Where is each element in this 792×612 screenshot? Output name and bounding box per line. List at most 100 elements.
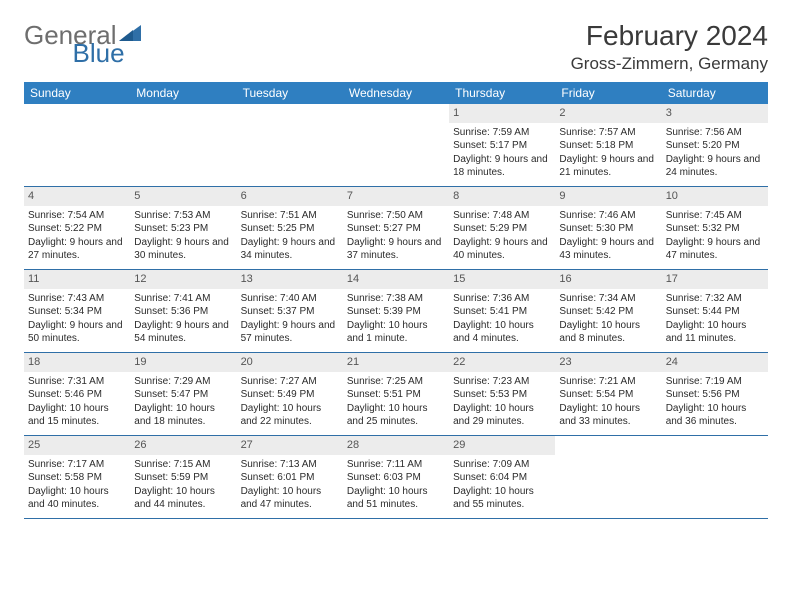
day-number: 23	[555, 353, 661, 372]
day-header-thursday: Thursday	[449, 82, 555, 104]
day-number: 22	[449, 353, 555, 372]
day-info: Sunrise: 7:31 AMSunset: 5:46 PMDaylight:…	[26, 375, 128, 429]
day-info: Sunrise: 7:32 AMSunset: 5:44 PMDaylight:…	[664, 292, 766, 346]
day-cell: 12Sunrise: 7:41 AMSunset: 5:36 PMDayligh…	[130, 270, 236, 352]
day-cell: 17 Sunrise: 7:32 AMSunset: 5:44 PMDayligh…	[662, 270, 768, 352]
day-cell: 29 Sunrise: 7:09 AMSunset: 6:04 PMDayligh…	[449, 436, 555, 518]
logo: General Blue	[24, 20, 173, 51]
day-cell: 20 Sunrise: 7:27 AMSunset: 5:49 PMDayligh…	[237, 353, 343, 435]
week-row: 11 Sunrise: 7:43 AMSunset: 5:34 PMDayligh…	[24, 270, 768, 353]
day-cell: 18Sunrise: 7:31 AMSunset: 5:46 PMDayligh…	[24, 353, 130, 435]
week-row: 1 Sunrise: 7:59 AMSunset: 5:17 PMDaylight…	[24, 104, 768, 187]
day-cell: 26 Sunrise: 7:15 AMSunset: 5:59 PMDayligh…	[130, 436, 236, 518]
week-row: 25Sunrise: 7:17 AMSunset: 5:58 PMDayligh…	[24, 436, 768, 519]
day-cell: 27Sunrise: 7:13 AMSunset: 6:01 PMDayligh…	[237, 436, 343, 518]
day-number: 16	[555, 270, 661, 289]
day-cell: 3 Sunrise: 7:56 AMSunset: 5:20 PMDaylight…	[662, 104, 768, 186]
day-info: Sunrise: 7:53 AMSunset: 5:23 PMDaylight:…	[132, 209, 234, 263]
day-info: Sunrise: 7:25 AMSunset: 5:51 PMDaylight:…	[345, 375, 447, 429]
day-info: Sunrise: 7:40 AMSunset: 5:37 PMDaylight:…	[239, 292, 341, 346]
day-number: 10	[662, 187, 768, 206]
day-header-monday: Monday	[130, 82, 236, 104]
month-title: February 2024	[571, 20, 768, 52]
day-cell	[130, 104, 236, 186]
day-cell: 16 Sunrise: 7:34 AMSunset: 5:42 PMDayligh…	[555, 270, 661, 352]
day-info: Sunrise: 7:29 AMSunset: 5:47 PMDaylight:…	[132, 375, 234, 429]
day-cell: 23 Sunrise: 7:21 AMSunset: 5:54 PMDayligh…	[555, 353, 661, 435]
day-cell: 28 Sunrise: 7:11 AMSunset: 6:03 PMDayligh…	[343, 436, 449, 518]
day-cell: 14 Sunrise: 7:38 AMSunset: 5:39 PMDayligh…	[343, 270, 449, 352]
day-number: 19	[130, 353, 236, 372]
day-cell: 4 Sunrise: 7:54 AMSunset: 5:22 PMDaylight…	[24, 187, 130, 269]
day-info: Sunrise: 7:15 AMSunset: 5:59 PMDaylight:…	[132, 458, 234, 512]
day-number: 20	[237, 353, 343, 372]
day-header-saturday: Saturday	[662, 82, 768, 104]
day-info: Sunrise: 7:50 AMSunset: 5:27 PMDaylight:…	[345, 209, 447, 263]
day-number: 15	[449, 270, 555, 289]
day-info: Sunrise: 7:43 AMSunset: 5:34 PMDaylight:…	[26, 292, 128, 346]
day-number: 11	[24, 270, 130, 289]
day-number: 13	[237, 270, 343, 289]
day-cell	[24, 104, 130, 186]
day-number: 5	[130, 187, 236, 206]
day-cell: 25Sunrise: 7:17 AMSunset: 5:58 PMDayligh…	[24, 436, 130, 518]
day-info: Sunrise: 7:48 AMSunset: 5:29 PMDaylight:…	[451, 209, 553, 263]
day-number: 7	[343, 187, 449, 206]
day-number: 3	[662, 104, 768, 123]
day-number: 28	[343, 436, 449, 455]
day-info: Sunrise: 7:56 AMSunset: 5:20 PMDaylight:…	[664, 126, 766, 180]
day-info: Sunrise: 7:27 AMSunset: 5:49 PMDaylight:…	[239, 375, 341, 429]
day-info: Sunrise: 7:23 AMSunset: 5:53 PMDaylight:…	[451, 375, 553, 429]
day-cell: 8 Sunrise: 7:48 AMSunset: 5:29 PMDaylight…	[449, 187, 555, 269]
day-info: Sunrise: 7:09 AMSunset: 6:04 PMDaylight:…	[451, 458, 553, 512]
day-number: 26	[130, 436, 236, 455]
day-info: Sunrise: 7:41 AMSunset: 5:36 PMDaylight:…	[132, 292, 234, 346]
day-info: Sunrise: 7:17 AMSunset: 5:58 PMDaylight:…	[26, 458, 128, 512]
day-info: Sunrise: 7:59 AMSunset: 5:17 PMDaylight:…	[451, 126, 553, 180]
day-header-friday: Friday	[555, 82, 661, 104]
week-row: 18Sunrise: 7:31 AMSunset: 5:46 PMDayligh…	[24, 353, 768, 436]
day-info: Sunrise: 7:19 AMSunset: 5:56 PMDaylight:…	[664, 375, 766, 429]
day-info: Sunrise: 7:11 AMSunset: 6:03 PMDaylight:…	[345, 458, 447, 512]
day-header-tuesday: Tuesday	[237, 82, 343, 104]
day-info: Sunrise: 7:34 AMSunset: 5:42 PMDaylight:…	[557, 292, 659, 346]
day-number: 29	[449, 436, 555, 455]
day-cell	[343, 104, 449, 186]
day-number: 2	[555, 104, 661, 123]
day-number: 8	[449, 187, 555, 206]
day-number: 6	[237, 187, 343, 206]
day-number: 4	[24, 187, 130, 206]
calendar-page: General Blue February 2024 Gross-Zimmern…	[0, 0, 792, 539]
day-number: 21	[343, 353, 449, 372]
day-header-row: SundayMondayTuesdayWednesdayThursdayFrid…	[24, 82, 768, 104]
logo-text-blue: Blue	[73, 38, 125, 69]
day-header-wednesday: Wednesday	[343, 82, 449, 104]
day-cell: 15 Sunrise: 7:36 AMSunset: 5:41 PMDayligh…	[449, 270, 555, 352]
day-info: Sunrise: 7:54 AMSunset: 5:22 PMDaylight:…	[26, 209, 128, 263]
day-cell: 19 Sunrise: 7:29 AMSunset: 5:47 PMDayligh…	[130, 353, 236, 435]
weeks-container: 1 Sunrise: 7:59 AMSunset: 5:17 PMDaylight…	[24, 104, 768, 519]
header: General Blue February 2024 Gross-Zimmern…	[24, 20, 768, 74]
day-info: Sunrise: 7:21 AMSunset: 5:54 PMDaylight:…	[557, 375, 659, 429]
day-cell: 24 Sunrise: 7:19 AMSunset: 5:56 PMDayligh…	[662, 353, 768, 435]
calendar-grid: SundayMondayTuesdayWednesdayThursdayFrid…	[24, 82, 768, 519]
day-cell	[237, 104, 343, 186]
week-row: 4 Sunrise: 7:54 AMSunset: 5:22 PMDaylight…	[24, 187, 768, 270]
day-info: Sunrise: 7:45 AMSunset: 5:32 PMDaylight:…	[664, 209, 766, 263]
day-cell: 7 Sunrise: 7:50 AMSunset: 5:27 PMDaylight…	[343, 187, 449, 269]
day-info: Sunrise: 7:36 AMSunset: 5:41 PMDaylight:…	[451, 292, 553, 346]
day-number: 17	[662, 270, 768, 289]
day-number: 14	[343, 270, 449, 289]
day-info: Sunrise: 7:46 AMSunset: 5:30 PMDaylight:…	[557, 209, 659, 263]
day-number: 1	[449, 104, 555, 123]
day-cell: 11 Sunrise: 7:43 AMSunset: 5:34 PMDayligh…	[24, 270, 130, 352]
day-info: Sunrise: 7:38 AMSunset: 5:39 PMDaylight:…	[345, 292, 447, 346]
day-cell: 9Sunrise: 7:46 AMSunset: 5:30 PMDaylight…	[555, 187, 661, 269]
day-cell: 10 Sunrise: 7:45 AMSunset: 5:32 PMDayligh…	[662, 187, 768, 269]
title-block: February 2024 Gross-Zimmern, Germany	[571, 20, 768, 74]
location: Gross-Zimmern, Germany	[571, 54, 768, 74]
day-number: 24	[662, 353, 768, 372]
day-cell: 1 Sunrise: 7:59 AMSunset: 5:17 PMDaylight…	[449, 104, 555, 186]
day-cell: 22 Sunrise: 7:23 AMSunset: 5:53 PMDayligh…	[449, 353, 555, 435]
day-number: 27	[237, 436, 343, 455]
